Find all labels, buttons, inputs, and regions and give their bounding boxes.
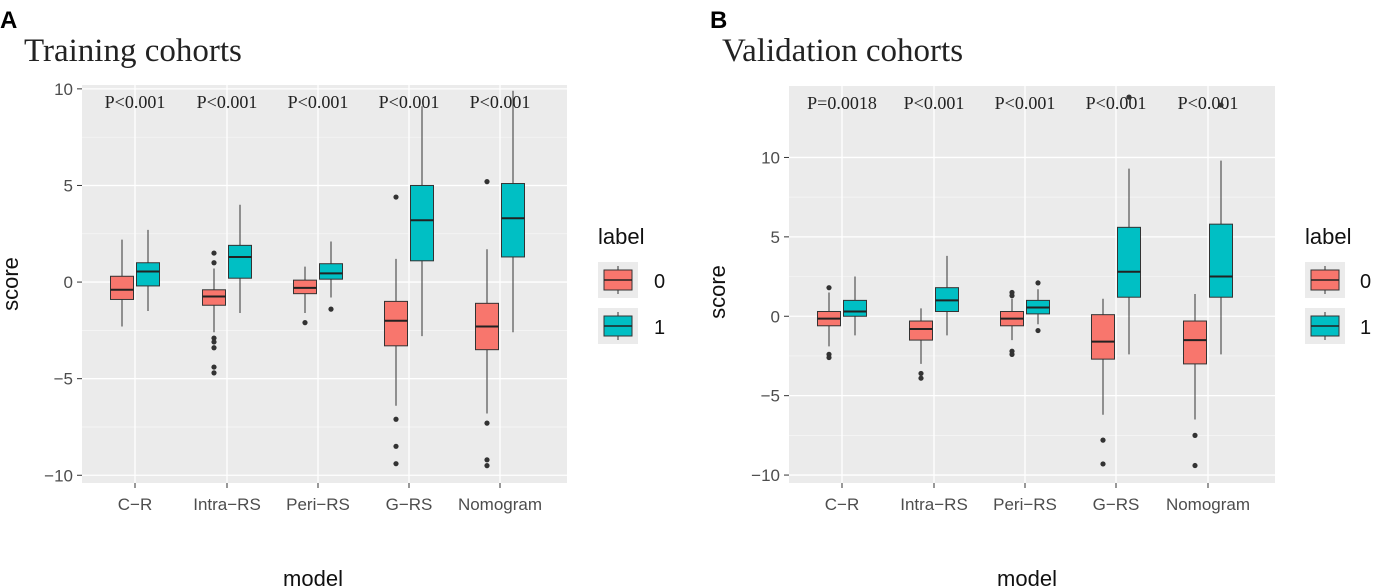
outlier-point-a	[211, 260, 217, 266]
legend-b: label 0 1	[1305, 224, 1371, 344]
outlier-point-a	[328, 306, 334, 312]
plot-background-a	[82, 85, 567, 483]
outlier-point-b	[918, 370, 924, 377]
y-tick-label-b: −10	[751, 466, 780, 485]
outlier-point-a	[484, 420, 490, 426]
outlier-point-b	[1100, 461, 1106, 467]
outlier-point-a	[393, 194, 399, 200]
outlier-point-b	[918, 375, 924, 381]
legend-a: label 0 1	[598, 224, 665, 344]
legend-title-b: label	[1305, 224, 1351, 249]
box-series-0-b	[1183, 320, 1207, 365]
chart-title-b: Validation cohorts	[722, 33, 963, 69]
outlier-point-b	[1009, 293, 1015, 299]
x-tick-label-a: Peri−RS	[286, 495, 350, 514]
outlier-point-a	[484, 457, 490, 463]
outlier-point-a	[211, 370, 217, 376]
p-value-annotation-a: P<0.001	[197, 92, 258, 112]
p-value-annotation-a: P<0.001	[288, 92, 349, 112]
y-axis-label-a: score	[0, 257, 23, 311]
box-series-1-a	[319, 263, 343, 280]
p-value-annotation-a: P<0.001	[470, 92, 531, 112]
outlier-point-a	[484, 179, 490, 185]
legend-label-0-a: 0	[654, 271, 665, 293]
y-tick-label-b: 10	[761, 148, 780, 167]
plot-panel-a: −10 −5 0 5 10 C−R Intra−RS Peri−RS G−RS Nomogram P…	[44, 80, 567, 514]
plot-background-b	[789, 86, 1275, 483]
y-tick-label-a: −10	[44, 466, 73, 485]
outlier-point-a	[302, 320, 308, 326]
legend-title-a: label	[598, 224, 644, 249]
legend-label-1-a: 1	[654, 317, 665, 339]
panel-label-a: A	[0, 7, 17, 34]
outlier-point-b	[1218, 102, 1224, 108]
outlier-point-a	[211, 335, 217, 341]
outlier-point-b	[826, 354, 832, 361]
x-tick-label-a: G−RS	[386, 495, 433, 514]
y-tick-label-a: −5	[54, 370, 73, 389]
box-series-1-a	[501, 183, 525, 258]
p-value-annotation-b: P=0.0018	[807, 93, 877, 113]
y-tick-label-a: 10	[54, 80, 73, 99]
y-tick-label-b: 5	[771, 228, 780, 247]
box-series-1-a	[228, 244, 252, 279]
x-axis-label-a: model	[283, 566, 343, 588]
legend-label-1-b: 1	[1360, 317, 1371, 339]
y-tick-label-a: 5	[64, 176, 73, 195]
box-series-0-b	[909, 320, 933, 341]
outlier-point-a	[484, 463, 490, 469]
outlier-point-a	[211, 250, 217, 256]
outlier-point-b	[1035, 280, 1041, 286]
outlier-point-a	[393, 443, 399, 449]
p-value-annotation-a: P<0.001	[105, 92, 166, 112]
outlier-point-b	[1192, 432, 1198, 438]
box-series-1-a	[136, 262, 160, 287]
plot-panel-b: −10 −5 0 5 10 C−R Intra−RS Peri−RS G−RS Nomogram P…	[751, 86, 1275, 514]
y-tick-label-a: 0	[64, 273, 73, 292]
panel-label-b: B	[710, 7, 727, 34]
x-tick-label-b: G−RS	[1093, 495, 1140, 514]
box-series-1-b	[1117, 226, 1141, 298]
p-value-annotation-b: P<0.001	[904, 93, 965, 113]
outlier-point-b	[1035, 327, 1041, 334]
box-series-1-b	[843, 299, 867, 317]
x-tick-label-b: Nomogram	[1166, 495, 1250, 514]
legend-label-0-b: 0	[1360, 271, 1371, 293]
outlier-point-b	[1192, 462, 1198, 469]
outlier-point-b	[1100, 437, 1106, 443]
x-tick-label-b: Peri−RS	[993, 495, 1057, 514]
box-series-1-b	[1209, 223, 1233, 298]
p-value-annotation-b: P<0.001	[995, 93, 1056, 113]
outlier-point-b	[1126, 94, 1132, 100]
box-series-1-a	[410, 184, 434, 262]
box-series-0-a	[110, 275, 134, 300]
outlier-point-b	[826, 285, 832, 291]
y-tick-label-b: 0	[771, 307, 780, 326]
chart-title-a: Training cohorts	[24, 33, 242, 69]
x-tick-label-a: C−R	[118, 495, 152, 514]
x-axis-label-b: model	[997, 566, 1057, 588]
outlier-point-a	[211, 339, 217, 345]
x-tick-label-b: C−R	[825, 495, 859, 514]
outlier-point-b	[1009, 351, 1015, 357]
outlier-point-a	[211, 364, 217, 370]
outlier-point-a	[211, 345, 217, 351]
y-axis-label-b: score	[705, 265, 730, 319]
p-value-annotation-b: P<0.001	[1178, 93, 1239, 113]
outlier-point-a	[393, 416, 399, 422]
box-series-0-b	[1091, 314, 1115, 360]
x-tick-label-b: Intra−RS	[900, 495, 968, 514]
y-tick-label-b: −5	[761, 387, 780, 406]
p-value-annotation-b: P<0.001	[1086, 93, 1147, 113]
x-tick-label-a: Nomogram	[458, 495, 542, 514]
outlier-point-a	[393, 461, 399, 467]
box-series-0-a	[384, 300, 408, 347]
p-value-annotation-a: P<0.001	[379, 92, 440, 112]
x-tick-label-a: Intra−RS	[193, 495, 261, 514]
